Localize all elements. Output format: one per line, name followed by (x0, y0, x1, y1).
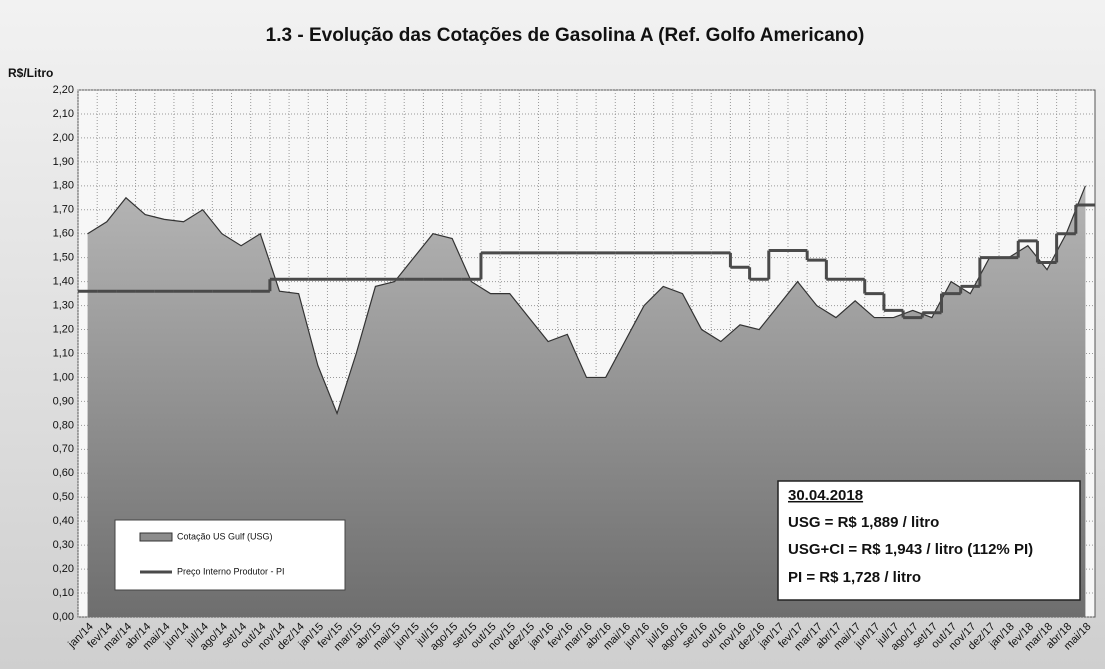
annotation-line: USG = R$ 1,889 / litro (788, 514, 939, 531)
legend: Cotação US Gulf (USG) Preço Interno Prod… (114, 519, 346, 591)
annotation-line: USG+CI = R$ 1,943 / litro (112% PI) (788, 541, 1033, 558)
y-tick-label: 0,90 (53, 395, 74, 407)
y-tick-label: 2,00 (53, 132, 74, 144)
y-tick-label: 1,30 (53, 299, 74, 311)
legend-label: Preço Interno Produtor - PI (177, 566, 285, 576)
annotation-date: 30.04.2018 (788, 487, 863, 504)
annotation: 30.04.2018 USG = R$ 1,889 / litro USG+CI… (777, 480, 1081, 601)
y-tick-label: 2,20 (53, 84, 74, 96)
y-tick-label: 1,70 (53, 204, 74, 216)
y-tick-label: 0,30 (53, 539, 74, 551)
y-tick-label: 0,40 (53, 515, 74, 527)
y-tick-label: 2,10 (53, 108, 74, 120)
y-tick-label: 1,40 (53, 276, 74, 288)
chart-title: 1.3 - Evolução das Cotações de Gasolina … (266, 25, 865, 46)
y-tick-label: 1,10 (53, 347, 74, 359)
legend-box (114, 519, 346, 591)
y-tick-label: 0,00 (53, 611, 74, 623)
legend-swatch (139, 532, 173, 542)
y-tick-label: 1,90 (53, 156, 74, 168)
y-tick-label: 0,20 (53, 563, 74, 575)
y-axis-label: R$/Litro (8, 66, 53, 80)
y-tick-label: 0,10 (53, 587, 74, 599)
grid (77, 89, 1095, 618)
y-tick-label: 0,70 (53, 443, 74, 455)
y-tick-label: 0,60 (53, 467, 74, 479)
y-tick-label: 1,20 (53, 323, 74, 335)
y-tick-label: 0,50 (53, 491, 74, 503)
y-tick-label: 0,80 (53, 419, 74, 431)
y-tick-label: 1,80 (53, 180, 74, 192)
legend-label: Cotação US Gulf (USG) (177, 531, 273, 541)
y-tick-label: 1,00 (53, 371, 74, 383)
annotation-line: PI = R$ 1,728 / litro (788, 569, 921, 586)
annotation-box (777, 480, 1081, 601)
area-outline (87, 185, 1086, 416)
y-tick-label: 1,60 (53, 228, 74, 240)
y-tick-label: 1,50 (53, 252, 74, 264)
